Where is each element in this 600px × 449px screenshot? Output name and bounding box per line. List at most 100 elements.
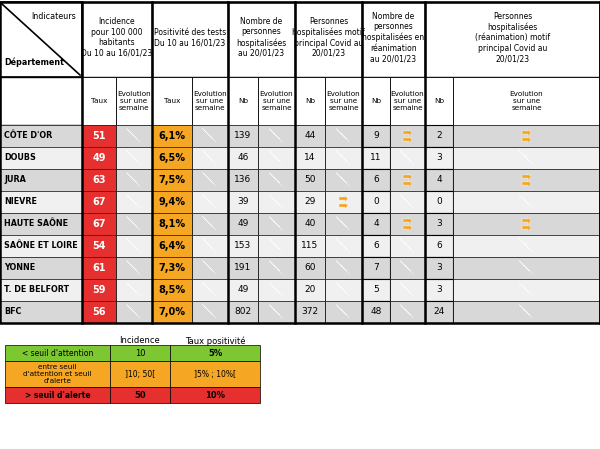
PathPatch shape — [203, 238, 211, 247]
Bar — [82, 301, 116, 323]
PathPatch shape — [341, 243, 350, 252]
Text: Taux positivité: Taux positivité — [185, 336, 245, 345]
Text: 6: 6 — [373, 176, 379, 185]
Bar — [453, 213, 600, 235]
Text: 48: 48 — [370, 308, 382, 317]
PathPatch shape — [208, 177, 216, 186]
PathPatch shape — [336, 216, 345, 225]
PathPatch shape — [208, 287, 216, 296]
Bar — [170, 345, 260, 361]
Text: SAÔNE ET LOIRE: SAÔNE ET LOIRE — [4, 242, 77, 251]
Bar — [152, 301, 192, 323]
Bar — [362, 191, 390, 213]
Text: 6: 6 — [436, 242, 442, 251]
Text: BFC: BFC — [4, 308, 22, 317]
PathPatch shape — [522, 218, 531, 223]
Bar — [0, 301, 82, 323]
PathPatch shape — [341, 221, 350, 230]
PathPatch shape — [269, 172, 278, 181]
Bar — [295, 77, 325, 125]
PathPatch shape — [131, 243, 140, 252]
Bar — [5, 345, 110, 361]
Bar — [325, 147, 362, 169]
Text: 7,0%: 7,0% — [158, 307, 185, 317]
PathPatch shape — [131, 155, 140, 164]
PathPatch shape — [400, 238, 409, 247]
Bar — [295, 147, 325, 169]
Bar — [0, 257, 600, 279]
Bar — [0, 2, 600, 323]
Text: > seuil d'alerte: > seuil d'alerte — [25, 391, 91, 400]
Bar — [453, 301, 600, 323]
Bar — [170, 361, 260, 387]
PathPatch shape — [400, 282, 409, 291]
PathPatch shape — [274, 177, 283, 186]
Bar — [390, 169, 425, 191]
Bar — [192, 301, 228, 323]
Bar — [228, 169, 258, 191]
PathPatch shape — [522, 130, 531, 135]
Text: 6,4%: 6,4% — [158, 241, 185, 251]
Bar — [0, 191, 82, 213]
Bar — [295, 191, 325, 213]
PathPatch shape — [203, 304, 211, 313]
Text: Nombre de
personnes
hospitalisées en
réanimation
au 20/01/23: Nombre de personnes hospitalisées en réa… — [362, 12, 425, 63]
Text: 11: 11 — [370, 154, 382, 163]
Text: Taux: Taux — [91, 98, 107, 104]
Text: 0: 0 — [373, 198, 379, 207]
Text: ]10; 50[: ]10; 50[ — [125, 370, 155, 379]
PathPatch shape — [524, 265, 533, 274]
Bar — [192, 125, 228, 147]
Text: 802: 802 — [235, 308, 251, 317]
PathPatch shape — [131, 221, 140, 230]
Text: 6: 6 — [373, 242, 379, 251]
PathPatch shape — [269, 282, 278, 291]
Bar — [0, 2, 82, 77]
Text: HAUTE SAÔNE: HAUTE SAÔNE — [4, 220, 68, 229]
PathPatch shape — [208, 265, 216, 274]
Text: 9,4%: 9,4% — [158, 197, 185, 207]
Text: YONNE: YONNE — [4, 264, 35, 273]
Bar — [453, 77, 600, 125]
Bar — [453, 147, 600, 169]
PathPatch shape — [208, 133, 216, 142]
Text: 7,5%: 7,5% — [158, 175, 185, 185]
Bar — [453, 169, 600, 191]
PathPatch shape — [127, 150, 136, 159]
PathPatch shape — [127, 238, 136, 247]
Bar — [192, 235, 228, 257]
PathPatch shape — [208, 221, 216, 230]
Text: 59: 59 — [92, 285, 106, 295]
PathPatch shape — [519, 238, 528, 247]
PathPatch shape — [203, 282, 211, 291]
Bar — [0, 125, 82, 147]
Text: 2: 2 — [436, 132, 442, 141]
PathPatch shape — [203, 172, 211, 181]
Text: 3: 3 — [436, 264, 442, 273]
Bar — [325, 279, 362, 301]
Bar — [362, 301, 390, 323]
Bar — [362, 279, 390, 301]
Bar — [82, 77, 116, 125]
PathPatch shape — [519, 304, 528, 313]
Bar — [362, 2, 425, 77]
Bar — [110, 387, 170, 403]
Bar — [295, 279, 325, 301]
Text: Evolution
sur une
semaine: Evolution sur une semaine — [260, 91, 293, 111]
Bar — [425, 77, 453, 125]
Bar — [82, 279, 116, 301]
PathPatch shape — [524, 155, 533, 164]
PathPatch shape — [341, 155, 350, 164]
Bar — [425, 147, 453, 169]
PathPatch shape — [269, 150, 278, 159]
Bar — [425, 191, 453, 213]
Text: 5%: 5% — [208, 348, 222, 357]
Bar — [258, 169, 295, 191]
PathPatch shape — [208, 243, 216, 252]
Text: Evolution
sur une
semaine: Evolution sur une semaine — [509, 91, 544, 111]
Bar — [228, 235, 258, 257]
Bar — [0, 213, 600, 235]
PathPatch shape — [519, 282, 528, 291]
Bar — [0, 147, 600, 169]
PathPatch shape — [524, 199, 533, 208]
